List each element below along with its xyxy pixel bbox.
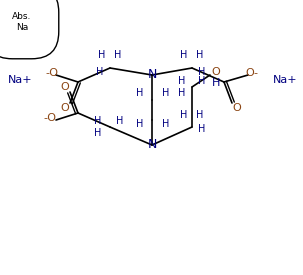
- Text: H: H: [198, 76, 206, 86]
- Text: N: N: [147, 139, 157, 152]
- Text: O: O: [233, 103, 241, 113]
- Text: O-: O-: [245, 68, 258, 78]
- Text: O: O: [61, 82, 69, 92]
- Text: Na+: Na+: [8, 75, 32, 85]
- Text: H: H: [136, 88, 144, 98]
- Text: O: O: [211, 67, 220, 77]
- Text: H: H: [178, 88, 186, 98]
- Text: H: H: [212, 78, 220, 88]
- Text: H: H: [178, 76, 186, 86]
- Text: -O: -O: [45, 68, 58, 78]
- Text: H: H: [198, 67, 206, 77]
- Text: -O: -O: [44, 113, 56, 123]
- Text: Abs.
Na: Abs. Na: [12, 12, 32, 32]
- Text: H: H: [198, 124, 206, 134]
- Text: H: H: [196, 50, 204, 60]
- Text: H: H: [136, 119, 144, 129]
- Text: H: H: [180, 50, 188, 60]
- Text: H: H: [96, 67, 104, 77]
- Text: H: H: [94, 116, 102, 126]
- Text: H: H: [180, 110, 188, 120]
- Text: H: H: [162, 88, 170, 98]
- Text: H: H: [98, 50, 106, 60]
- Text: Na+: Na+: [273, 75, 297, 85]
- Text: O: O: [61, 103, 69, 113]
- Text: H: H: [94, 128, 102, 138]
- Text: H: H: [114, 50, 122, 60]
- Text: H: H: [162, 119, 170, 129]
- Text: H: H: [116, 116, 124, 126]
- Text: H: H: [196, 110, 204, 120]
- Text: N: N: [147, 68, 157, 81]
